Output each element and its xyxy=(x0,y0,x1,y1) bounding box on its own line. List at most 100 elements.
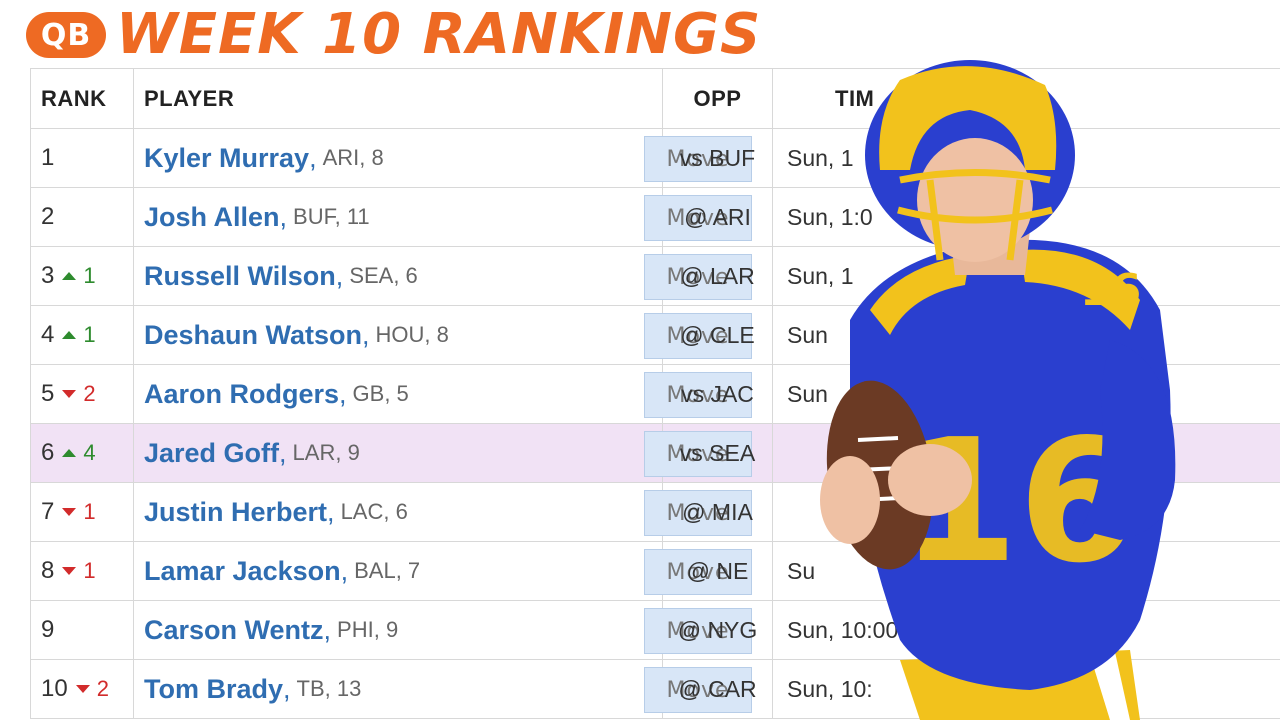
opponent-cell: @ ARI xyxy=(663,188,773,246)
player-separator: , xyxy=(362,319,370,350)
player-photo: 16 16 xyxy=(820,60,1176,720)
rank-change: 4 xyxy=(62,440,96,466)
player-name-link[interactable]: Deshaun Watson xyxy=(144,319,363,350)
player-separator: , xyxy=(340,555,349,586)
player-name-link[interactable]: Kyler Murray xyxy=(144,142,310,173)
time-cell: Sun, 1 xyxy=(773,247,1280,305)
move-button[interactable]: Move xyxy=(644,431,752,477)
rank-number: 8 xyxy=(41,557,55,584)
opponent-text: vs JAC xyxy=(681,380,754,407)
game-time-text: Su xyxy=(787,557,816,584)
rank-number: 7 xyxy=(41,498,55,525)
column-header-time: TIM xyxy=(835,85,875,111)
arrow-down-icon xyxy=(62,390,77,398)
jersey-sleeve-number: 16 xyxy=(1080,265,1141,316)
rank-number: 5 xyxy=(41,380,55,407)
player-team-bye: GB, 5 xyxy=(352,381,409,406)
player-name-link[interactable]: Josh Allen xyxy=(144,201,280,232)
player-team-bye: BUF, 11 xyxy=(293,204,370,229)
player-team-bye: SEA, 6 xyxy=(349,263,418,288)
column-header-opp: OPP xyxy=(663,69,773,128)
player-cell: Aaron Rodgers, GB, 5 Move xyxy=(134,365,752,423)
rank-number: 4 xyxy=(41,321,55,348)
opponent-text: @ NE xyxy=(686,557,749,584)
opponent-text: vs SEA xyxy=(679,439,756,466)
rank-change-value: 1 xyxy=(83,263,96,288)
move-button[interactable]: Move xyxy=(644,136,752,182)
player-team-bye: PHI, 9 xyxy=(337,617,399,642)
rank-change-value: 1 xyxy=(83,499,96,524)
table-row: 2 Josh Allen, BUF, 11 Move @ ARI Sun, 1:0 xyxy=(30,188,1280,247)
player-name-link[interactable]: Jared Goff xyxy=(144,437,280,468)
player-name-link[interactable]: Russell Wilson xyxy=(144,260,336,291)
player-name-link[interactable]: Carson Wentz xyxy=(144,614,324,645)
time-cell: Sun xyxy=(773,306,1280,364)
player-separator: , xyxy=(283,673,291,704)
player-separator: , xyxy=(335,260,344,291)
arrow-up-icon xyxy=(62,331,77,339)
player-separator: , xyxy=(323,614,332,645)
player-separator: , xyxy=(327,496,335,527)
column-header-player: PLAYER xyxy=(134,69,663,128)
move-button[interactable]: Move xyxy=(644,254,752,300)
opponent-text: @ MIA xyxy=(682,498,753,525)
move-button[interactable]: Move xyxy=(644,313,752,359)
player-cell: Lamar Jackson, BAL, 7 Move xyxy=(134,542,752,600)
move-button[interactable]: Move xyxy=(644,667,752,713)
time-cell: Su xyxy=(773,542,1280,600)
rank-cell: 2 xyxy=(30,188,134,246)
player-cell: Kyler Murray, ARI, 8 Move xyxy=(134,129,752,187)
opponent-cell: @ NE xyxy=(663,542,773,600)
player-cell: Russell Wilson, SEA, 6 Move xyxy=(134,247,752,305)
time-cell: Sun, 1 xyxy=(773,129,1280,187)
rank-change-value: 2 xyxy=(96,676,109,701)
arrow-up-icon xyxy=(62,449,77,457)
move-button[interactable]: Move xyxy=(644,608,752,654)
move-button[interactable]: Move xyxy=(644,372,752,418)
arrow-up-icon xyxy=(62,272,77,280)
column-header-rank: RANK xyxy=(30,69,134,128)
game-time-text: Sun, 10: xyxy=(787,675,873,702)
game-time-text: Sun xyxy=(787,380,828,407)
player-name-link[interactable]: Aaron Rodgers xyxy=(144,378,340,409)
opponent-text: @ CLE xyxy=(680,321,755,348)
rank-number: 1 xyxy=(41,144,55,171)
move-button[interactable]: Move xyxy=(644,195,752,241)
position-badge: QB xyxy=(26,12,106,58)
player-cell: Josh Allen, BUF, 11 Move xyxy=(134,188,752,246)
move-button[interactable]: Move xyxy=(644,549,752,595)
rank-number: 10 xyxy=(41,675,68,702)
player-cell: Carson Wentz, PHI, 9 Move xyxy=(134,601,752,659)
player-separator: , xyxy=(279,201,288,232)
opponent-cell: vs JAC xyxy=(663,365,773,423)
game-time-text: Sun, 1 xyxy=(787,262,854,289)
player-name-link[interactable]: Justin Herbert xyxy=(144,496,328,527)
player-cell: Deshaun Watson, HOU, 8 Move xyxy=(134,306,752,364)
player-team-bye: TB, 13 xyxy=(296,676,362,701)
rank-number: 9 xyxy=(41,616,55,643)
player-separator: , xyxy=(339,378,347,409)
player-name-link[interactable]: Lamar Jackson xyxy=(144,555,341,586)
rank-number: 2 xyxy=(41,203,55,230)
table-header-row: RANK PLAYER OPP TIM xyxy=(30,69,1280,129)
rank-change-value: 1 xyxy=(83,322,96,347)
time-cell: Sun, 10: xyxy=(773,660,1280,718)
table-row: 5 2 Aaron Rodgers, GB, 5 Move vs JAC Sun xyxy=(30,365,1280,424)
game-time-text: Sun, 1 xyxy=(787,144,854,171)
time-cell: Sun, 1:0 xyxy=(773,188,1280,246)
rank-change: 1 xyxy=(62,263,96,289)
page-title: WEEK 10 RANKINGS xyxy=(116,2,762,67)
rank-change: 1 xyxy=(62,322,96,348)
rank-number: 6 xyxy=(41,439,55,466)
move-button[interactable]: Move xyxy=(644,490,752,536)
player-name-link[interactable]: Tom Brady xyxy=(144,673,284,704)
rank-cell: 9 xyxy=(30,601,134,659)
table-row: 9 Carson Wentz, PHI, 9 Move @ NYG Sun, 10:00 … xyxy=(30,601,1280,660)
game-time-text: Sun xyxy=(787,321,828,348)
rank-change: 2 xyxy=(62,381,96,407)
